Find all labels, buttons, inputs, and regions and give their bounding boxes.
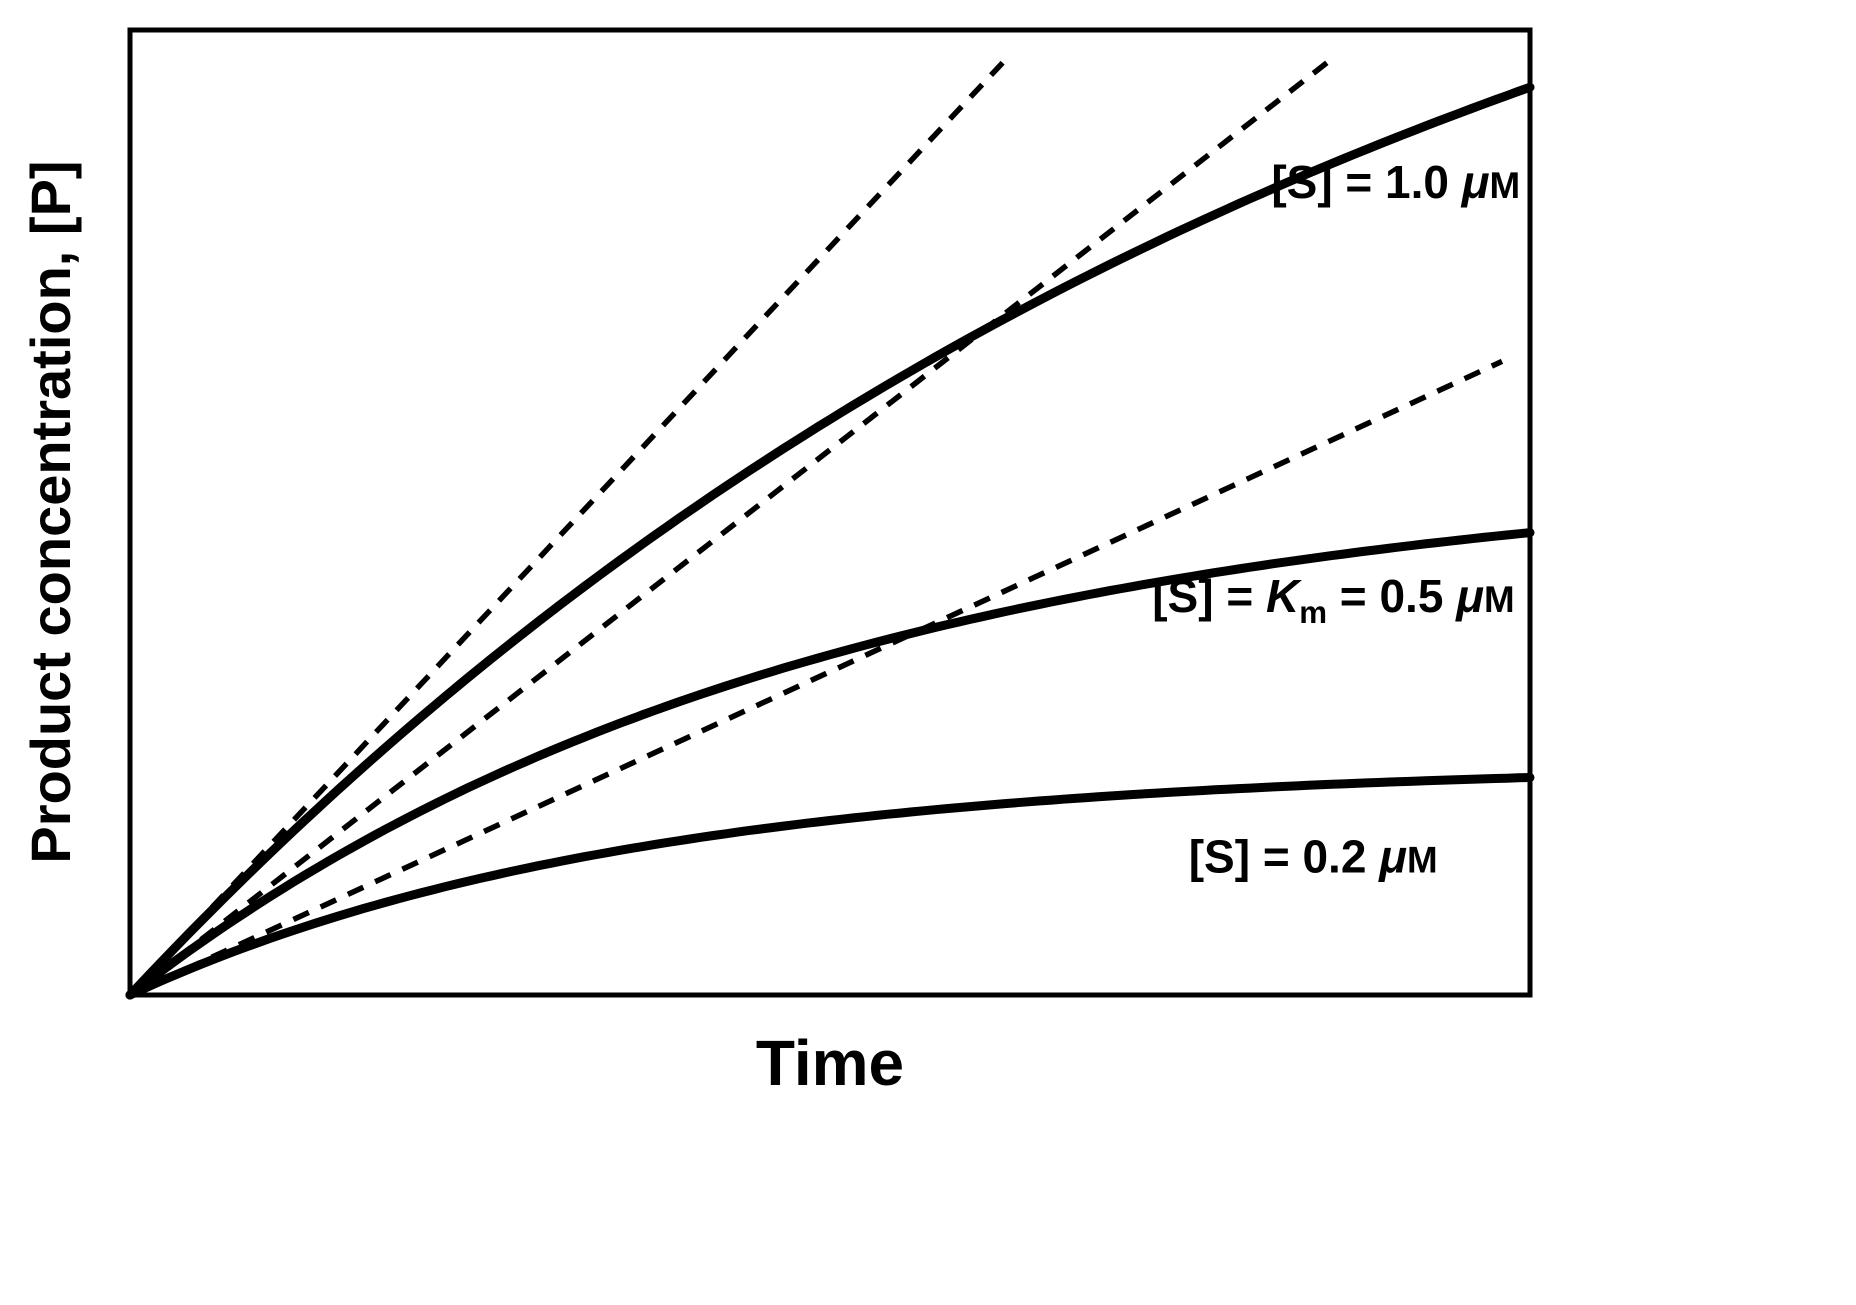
y-axis-label: Product concentration, [P] [19,160,82,863]
initial-velocity-tangent-0.5um [128,57,1333,998]
x-axis-label: Time [756,1027,904,1099]
progress-curve-1um [125,82,1535,1000]
progress-curve-0.5um [125,528,1535,1000]
initial-velocity-tangent-1um [127,55,1010,997]
curve-label-0.2um: [S] = 0.2 μM [1189,830,1438,882]
curve-label-1um: [S] = 1.0 μM [1271,156,1520,208]
progress-curve-0.2um [125,773,1535,1000]
initial-velocity-tangent-0.2um [128,358,1504,998]
plot-border [127,27,1533,998]
curve-label-0.5um: [S] = Km = 0.5 μM [1152,570,1514,630]
